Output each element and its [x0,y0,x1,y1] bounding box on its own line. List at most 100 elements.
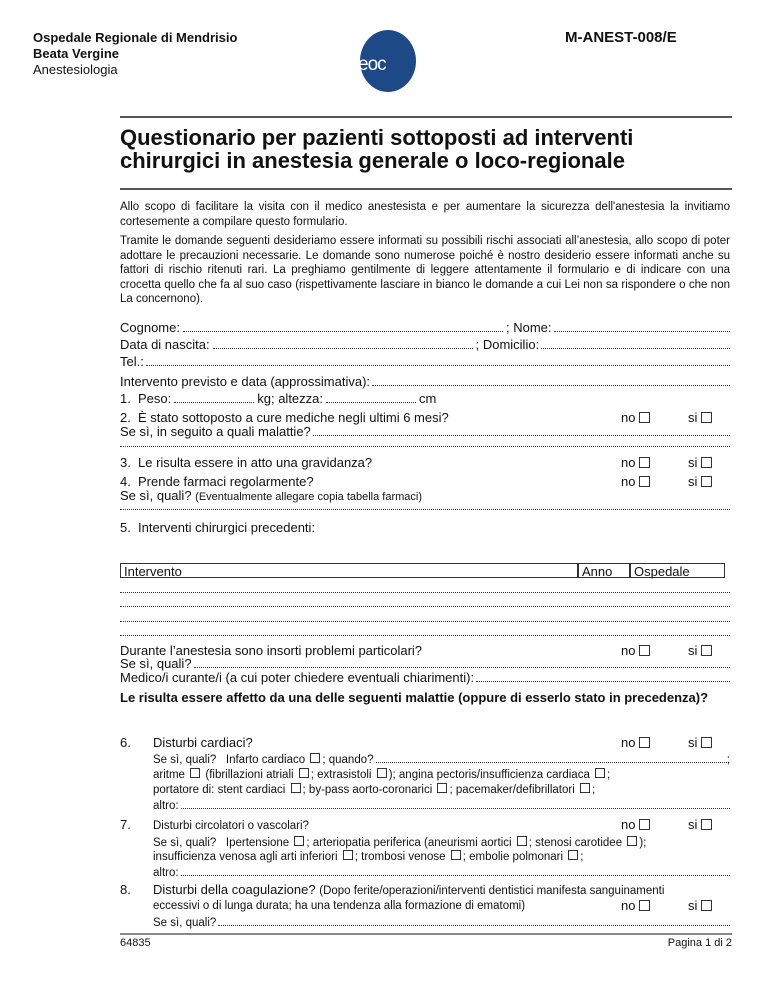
checkbox-icon[interactable] [701,645,713,656]
q8-no-checkbox[interactable]: no [621,898,651,914]
column-header-anno: Anno [578,563,630,579]
q6-si-checkbox[interactable]: si [688,735,713,751]
q7-si-checkbox[interactable]: si [688,817,713,833]
question-text: Disturbi circolatori o vascolari? [153,820,309,832]
question-5: 5. Interventi chirurgici precedenti: [120,520,730,536]
surname-field[interactable] [182,320,503,332]
address-field[interactable] [541,337,730,349]
phone-field[interactable] [145,354,730,366]
surgery-entry-line[interactable] [120,621,730,622]
q8-followup-field[interactable] [218,914,730,926]
name-label: ; Nome: [505,320,552,335]
q6-other-field[interactable] [180,797,730,809]
followup-label: Se sì, quali? [153,917,217,929]
si-label: si [688,643,698,658]
question-8: 8. Disturbi della coagulazione? (Dopo fe… [120,882,730,899]
checkbox-icon[interactable] [190,768,201,778]
option-fibrillazioni: (fibrillazioni atriali [205,769,294,781]
no-label: no [621,898,636,913]
checkbox-icon[interactable] [701,457,713,468]
weight-field[interactable] [174,391,255,403]
q8-si-checkbox[interactable]: si [688,898,713,914]
question-3: 3. Le risulta essere in atto una gravida… [120,455,730,471]
followup-label: Se sì, quali? [153,754,217,766]
checkbox-icon[interactable] [450,850,461,860]
checkbox-icon[interactable] [290,783,301,793]
checkbox-icon[interactable] [579,783,590,793]
option-infarto: Infarto cardiaco [225,754,306,766]
q2-extra-line[interactable] [120,446,730,447]
intro-paragraph-1: Allo scopo di facilitare la visita con i… [120,201,730,228]
q7-no-checkbox[interactable]: no [621,817,651,833]
surgery-entry-line[interactable] [120,606,730,607]
name-field[interactable] [553,320,730,332]
q2-followup-field[interactable] [312,424,730,436]
option-bypass: ; by-pass aorto-coronarici [302,784,433,796]
checkbox-icon[interactable] [310,753,321,763]
q6-no-checkbox[interactable]: no [621,735,651,751]
q5-no-checkbox[interactable]: no [621,643,651,659]
checkbox-icon[interactable] [376,768,387,778]
page-number: Pagina 1 di 2 [667,937,732,949]
surgery-entry-line[interactable] [120,635,730,636]
checkbox-icon[interactable] [639,737,651,748]
q7-other-field[interactable] [180,864,730,876]
no-label: no [621,455,636,470]
planned-surgery-label: Intervento previsto e data (approssimati… [120,374,371,389]
surname-label: Cognome: [120,320,180,335]
checkbox-icon[interactable] [516,836,527,846]
surgery-entry-line[interactable] [120,592,730,593]
q2-followup-row: Se sì, in seguito a quali malattie? [120,424,730,440]
q4-followup-field[interactable] [120,509,730,510]
checkbox-icon[interactable] [701,900,713,911]
when-label: ; quando? [322,754,374,766]
checkbox-icon[interactable] [639,900,651,911]
q5-followup-field[interactable] [193,656,730,668]
option-embolie: ; embolie polmonari [462,851,564,863]
checkbox-icon[interactable] [639,645,651,656]
title-line-2: chirurgici in anestesia generale o loco-… [120,148,625,173]
q4-si-checkbox[interactable]: si [688,474,713,490]
checkbox-icon[interactable] [294,836,305,846]
question-text: Le risulta essere in atto una gravidanza… [138,455,373,470]
checkbox-icon[interactable] [701,476,713,487]
checkbox-icon[interactable] [639,819,651,830]
checkbox-icon[interactable] [639,476,651,487]
question-number: 2. [120,410,131,425]
birthdate-field[interactable] [212,337,473,349]
option-ipertensione: Ipertensione [225,837,290,849]
checkbox-icon[interactable] [568,850,579,860]
q5-si-checkbox[interactable]: si [688,643,713,659]
infarto-when-field[interactable] [375,751,727,763]
footer-divider [120,933,732,935]
checkbox-icon[interactable] [639,457,651,468]
option-angina: ); angina pectoris/insufficienza cardiac… [388,769,590,781]
doctor-field[interactable] [476,670,730,682]
followup-label: Se sì, quali? [153,837,217,849]
followup-label: Se sì, quali? [120,488,192,503]
height-label: kg; altezza: [257,391,324,406]
q2-si-checkbox[interactable]: si [688,410,713,426]
q3-si-checkbox[interactable]: si [688,455,713,471]
height-field[interactable] [326,391,417,403]
checkbox-icon[interactable] [627,836,638,846]
page-title: Questionario per pazienti sottoposti ad … [120,126,732,172]
q5-followup-row: Se sì, quali? [120,656,730,672]
option-extrasistoli: ; extrasistoli [310,769,372,781]
checkbox-icon[interactable] [437,783,448,793]
planned-surgery-field[interactable] [372,374,730,386]
checkbox-icon[interactable] [342,850,353,860]
q4-no-checkbox[interactable]: no [621,474,651,490]
no-label: no [621,474,636,489]
q2-no-checkbox[interactable]: no [621,410,651,426]
checkbox-icon[interactable] [298,768,309,778]
hospital-name: Ospedale Regionale di Mendrisio [33,30,238,45]
checkbox-icon[interactable] [701,737,713,748]
column-header-ospedale: Ospedale [630,563,725,579]
option-insufficienza-venosa: insufficienza venosa agli arti inferiori [153,851,338,863]
checkbox-icon[interactable] [701,819,713,830]
checkbox-icon[interactable] [701,412,713,423]
checkbox-icon[interactable] [595,768,606,778]
q3-no-checkbox[interactable]: no [621,455,651,471]
checkbox-icon[interactable] [639,412,651,423]
